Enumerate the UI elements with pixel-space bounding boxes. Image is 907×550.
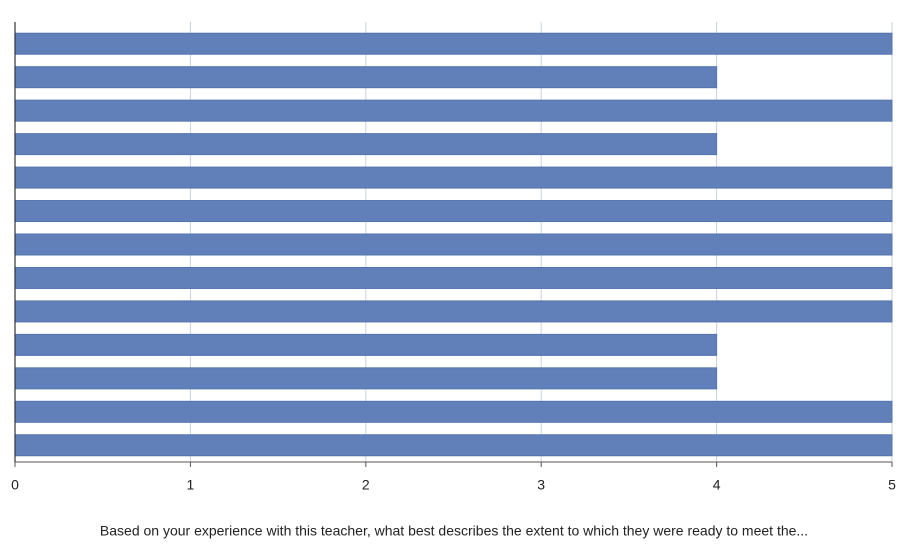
- x-tick-label: 4: [713, 477, 721, 493]
- bar: [14, 200, 893, 223]
- bar: [14, 233, 893, 256]
- x-tick-label: 2: [362, 477, 370, 493]
- bar: [14, 400, 893, 423]
- x-tick-label: 1: [187, 477, 195, 493]
- bar: [14, 66, 718, 89]
- bar: [14, 133, 718, 156]
- bar: [14, 300, 893, 323]
- bar: [14, 266, 893, 289]
- bar: [14, 166, 893, 189]
- bar: [14, 32, 893, 55]
- bar: [14, 333, 718, 356]
- x-tick-label: 5: [888, 477, 896, 493]
- x-tick-label: 0: [11, 477, 19, 493]
- chart-title: Based on your experience with this teach…: [100, 523, 808, 539]
- x-tick-label: 3: [537, 477, 545, 493]
- bar: [14, 434, 893, 457]
- bar: [14, 367, 718, 390]
- bar: [14, 99, 893, 122]
